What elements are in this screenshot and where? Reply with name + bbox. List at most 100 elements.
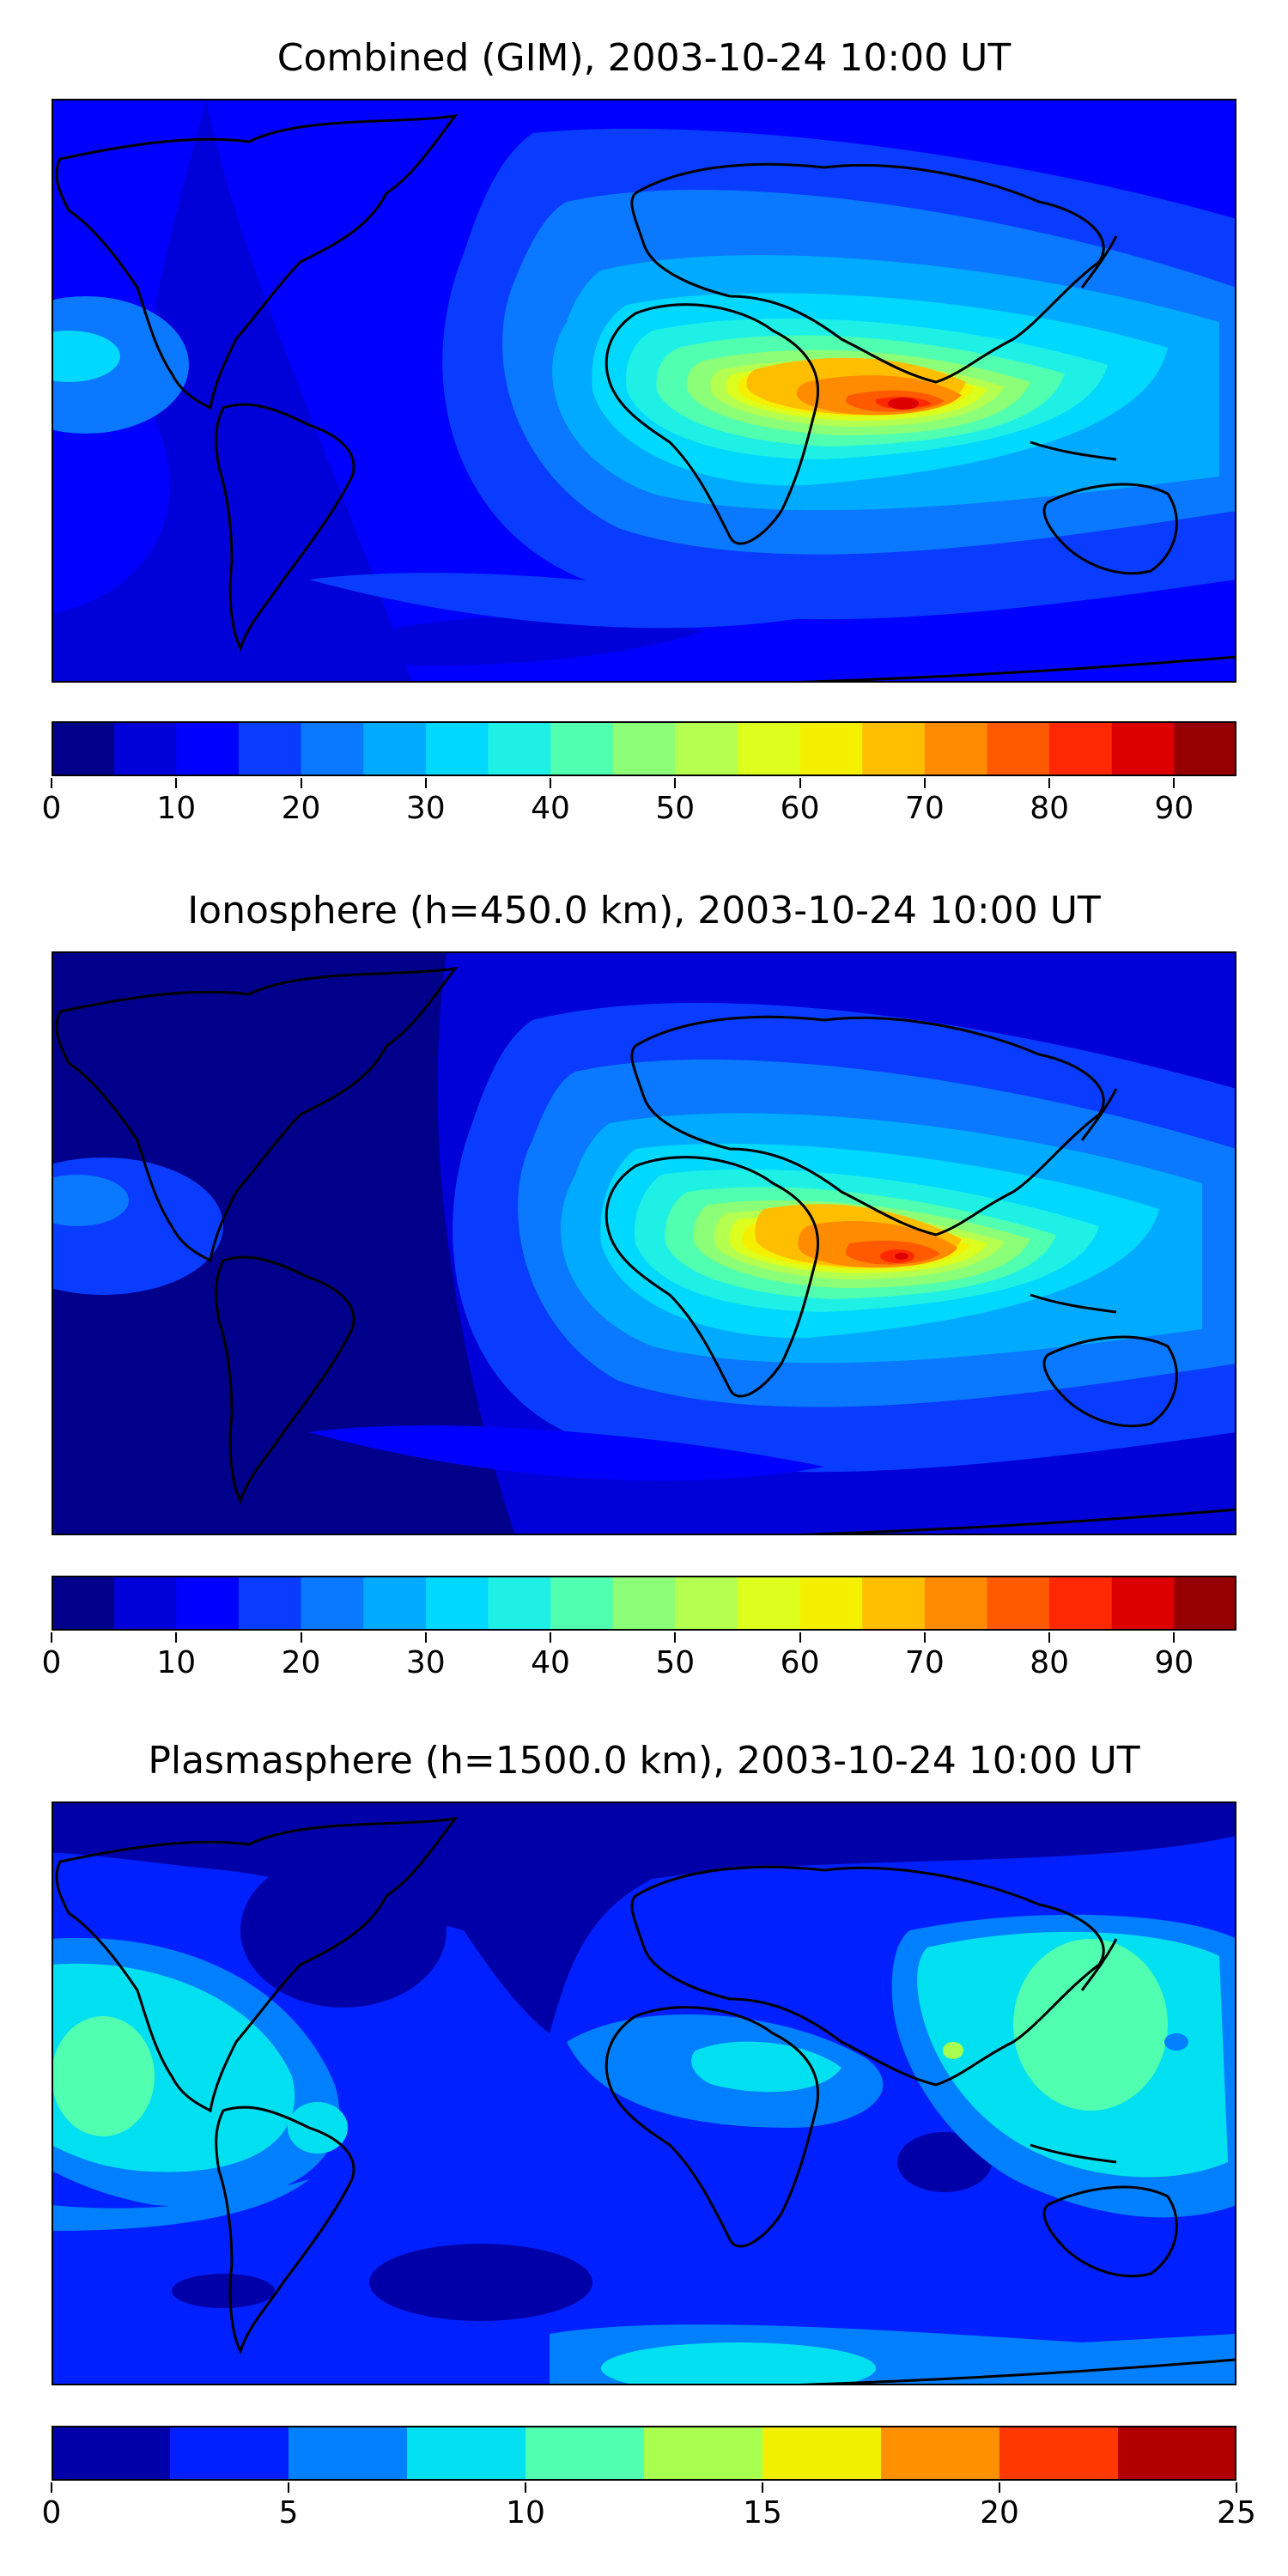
colorbar-tick-label: 30 xyxy=(405,791,446,826)
colorbar-segment xyxy=(52,721,115,776)
colorbar-tickmark xyxy=(762,2482,763,2493)
colorbar-tickmark xyxy=(51,778,52,788)
colorbar-segment xyxy=(1174,1576,1236,1631)
colorbar-tickmark xyxy=(1048,1632,1051,1643)
colorbar-segment xyxy=(301,1576,364,1631)
map-title-ionosphere: Ionosphere (h=450.0 km), 2003-10-24 10:0… xyxy=(187,889,1101,933)
colorbar-frame xyxy=(52,721,1236,776)
colorbar-segment xyxy=(301,721,364,776)
colorbar-segment xyxy=(762,2426,882,2481)
colorbar-segment xyxy=(176,721,240,776)
colorbar-tickmark xyxy=(1048,778,1051,788)
colorbar-tick-label: 40 xyxy=(531,1645,570,1680)
colorbar-tick-label: 5 xyxy=(278,2495,299,2530)
colorbar-segment xyxy=(675,1576,738,1631)
colorbar-tick-label: 10 xyxy=(156,1645,197,1680)
colorbar-tickmark xyxy=(1173,778,1176,788)
colorbar-segment xyxy=(363,1576,427,1631)
colorbar-tickmark xyxy=(1236,2482,1237,2493)
colorbar-tick-label: 40 xyxy=(531,791,570,826)
colorbar-segment xyxy=(113,1576,177,1631)
colorbar-tickmark xyxy=(424,778,427,788)
colorbar-tick-label: 20 xyxy=(281,791,321,826)
colorbar-tick-label: 80 xyxy=(1030,1645,1069,1680)
colorbar-tickmark xyxy=(51,2482,52,2493)
colorbar-segment xyxy=(550,1576,614,1631)
tec-map-combined xyxy=(52,99,1236,683)
colorbar-tick-label: 0 xyxy=(41,791,62,826)
colorbar-segment xyxy=(289,2426,408,2481)
colorbar-frame xyxy=(52,2426,1236,2481)
colorbar-tick-label: 0 xyxy=(41,2495,62,2530)
colorbar-segment xyxy=(987,721,1050,776)
colorbar-tickmark xyxy=(799,1632,801,1643)
colorbar-ticks-plasmasphere: 0 5 10 15 20 25 xyxy=(42,2482,1256,2548)
colorbar-tickmark xyxy=(1173,1632,1176,1643)
colorbar-segment xyxy=(52,2426,171,2481)
colorbar-tickmark xyxy=(175,778,178,788)
colorbar-segment xyxy=(550,721,614,776)
colorbar-segment xyxy=(612,721,676,776)
colorbar-ionosphere xyxy=(52,1576,1236,1631)
colorbar-segment xyxy=(737,1576,801,1631)
colorbar-segment xyxy=(238,721,302,776)
colorbar-segment xyxy=(425,1576,489,1631)
colorbar-tick-label: 70 xyxy=(904,791,945,826)
colorbar-tick-label: 90 xyxy=(1154,791,1194,826)
colorbar-segment xyxy=(363,721,427,776)
colorbar-tickmark xyxy=(923,778,926,788)
colorbar-tick-label: 20 xyxy=(980,2495,1019,2530)
colorbar-segment xyxy=(987,1576,1050,1631)
colorbar-tickmark xyxy=(550,1632,552,1643)
colorbar-segment xyxy=(799,1576,863,1631)
colorbar-segment xyxy=(526,2426,645,2481)
colorbar-tick-label: 90 xyxy=(1154,1645,1194,1680)
colorbar-segment xyxy=(612,1576,676,1631)
colorbar-tickmark xyxy=(300,1632,302,1643)
colorbar-segment xyxy=(799,721,863,776)
colorbar-segment xyxy=(1111,721,1175,776)
map-title-combined: Combined (GIM), 2003-10-24 10:00 UT xyxy=(276,36,1012,80)
colorbar-tick-label: 10 xyxy=(156,791,197,826)
colorbar-segment xyxy=(1174,721,1236,776)
colorbar-tick-label: 70 xyxy=(904,1645,945,1680)
colorbar-segment xyxy=(1118,2426,1236,2481)
colorbar-tick-label: 20 xyxy=(281,1645,321,1680)
colorbar-ticks-combined: 0 10 20 30 40 50 60 70 80 90 xyxy=(42,778,1236,843)
colorbar-tick-label: 50 xyxy=(655,791,696,826)
tec-map-ionosphere xyxy=(52,951,1236,1535)
colorbar-tick-label: 80 xyxy=(1030,791,1069,826)
colorbar-segment xyxy=(113,721,177,776)
colorbar-segment xyxy=(425,721,489,776)
colorbar-tickmark xyxy=(525,2482,526,2493)
colorbar-segment xyxy=(488,721,551,776)
colorbar-segment xyxy=(862,1576,926,1631)
colorbar-plasmasphere xyxy=(52,2426,1236,2481)
colorbar-tick-label: 60 xyxy=(780,791,820,826)
colorbar-tickmark xyxy=(550,778,552,788)
colorbar-tickmark xyxy=(999,2482,1000,2493)
colorbar-tick-label: 30 xyxy=(405,1645,446,1680)
colorbar-segment xyxy=(881,2426,1000,2481)
colorbar-tickmark xyxy=(923,1632,926,1643)
colorbar-segment xyxy=(170,2426,289,2481)
colorbar-segment xyxy=(238,1576,302,1631)
colorbar-segment xyxy=(862,721,926,776)
colorbar-tickmark xyxy=(674,1632,677,1643)
colorbar-ticks-ionosphere: 0 10 20 30 40 50 60 70 80 90 xyxy=(42,1632,1236,1698)
colorbar-segment xyxy=(407,2426,526,2481)
colorbar-segment xyxy=(924,721,988,776)
map-title-plasmasphere: Plasmasphere (h=1500.0 km), 2003-10-24 1… xyxy=(148,1739,1140,1783)
colorbar-segment xyxy=(737,721,801,776)
colorbar-segment xyxy=(1111,1576,1175,1631)
colorbar-tick-label: 25 xyxy=(1217,2495,1256,2530)
colorbar-segment xyxy=(675,721,738,776)
colorbar-segment xyxy=(924,1576,988,1631)
colorbar-segment xyxy=(644,2426,763,2481)
coastlines xyxy=(55,114,1236,683)
colorbar-tick-label: 15 xyxy=(743,2495,782,2530)
colorbar-tick-label: 60 xyxy=(780,1645,820,1680)
colorbar-tick-label: 0 xyxy=(41,1645,62,1680)
colorbar-segment xyxy=(999,2426,1119,2481)
colorbar-tickmark xyxy=(288,2482,289,2493)
